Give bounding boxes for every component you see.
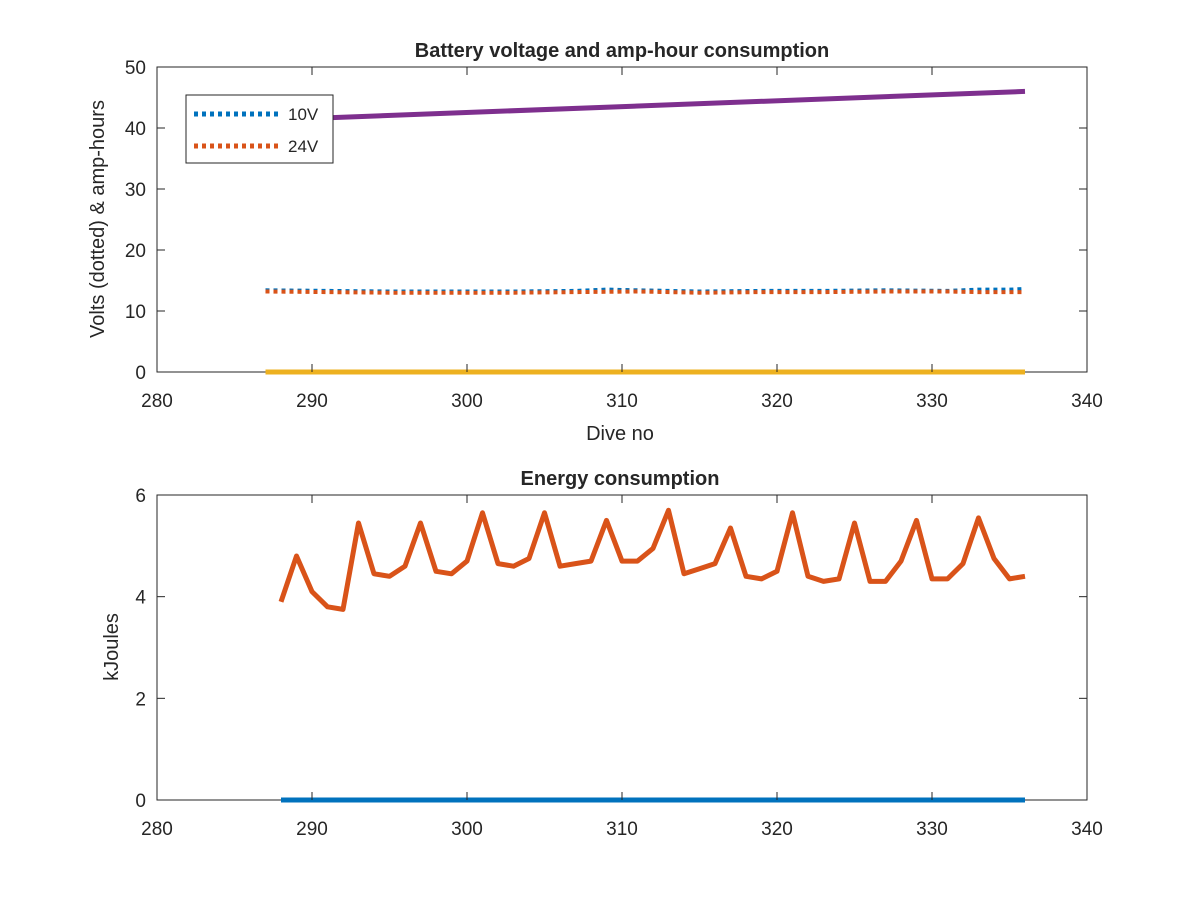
y-tick-label: 4 [135, 588, 146, 609]
chart-title: Energy consumption [521, 468, 720, 490]
y-tick-label: 2 [135, 689, 146, 710]
legend: 10V 24V [185, 94, 334, 164]
y-tick-label: 40 [125, 119, 146, 140]
energy-consumption-axes: 280 290 300 310 320 330 340 0 2 4 6 Energy consump… [101, 468, 1103, 840]
y-tick-label: 0 [135, 791, 146, 812]
x-tick-label: 340 [1071, 819, 1103, 840]
series-line-24v [265, 289, 1025, 295]
legend-label-24v: 24V [288, 137, 319, 156]
chart-title: Battery voltage and amp-hour consumption [415, 40, 829, 62]
battery-voltage-axes: 280 290 300 310 320 330 340 0 10 20 30 40 50 Battery… [87, 40, 1103, 445]
y-tick-label: 30 [125, 180, 146, 201]
x-tick-label: 300 [451, 391, 483, 412]
x-tick-label: 340 [1071, 391, 1103, 412]
x-tick-label: 280 [141, 391, 173, 412]
x-tick-label: 330 [916, 819, 948, 840]
series-line-series-3 [265, 88, 1026, 123]
y-tick-label: 10 [125, 302, 146, 323]
y-tick-label: 6 [135, 486, 146, 507]
x-tick-label: 330 [916, 391, 948, 412]
legend-box [185, 94, 334, 164]
y-tick-label: 50 [125, 58, 146, 79]
x-tick-label: 300 [451, 819, 483, 840]
series-layer [265, 88, 1026, 375]
x-tick-label: 290 [296, 819, 328, 840]
legend-label-10v: 10V [288, 105, 319, 124]
x-axis-label: Dive no [586, 423, 654, 445]
x-tick-label: 310 [606, 391, 638, 412]
series-layer [278, 507, 1026, 803]
y-axis-label: Volts (dotted) & amp-hours [87, 100, 109, 338]
x-tick-label: 320 [761, 819, 793, 840]
tick-layer: 280 290 300 310 320 330 340 0 2 4 6 [135, 486, 1102, 840]
plot-box [156, 494, 1088, 801]
x-tick-label: 320 [761, 391, 793, 412]
tick-layer: 280 290 300 310 320 330 340 0 10 20 30 40 50 [125, 58, 1103, 412]
y-axis-label: kJoules [101, 613, 123, 681]
x-tick-label: 290 [296, 391, 328, 412]
y-tick-label: 20 [125, 241, 146, 262]
x-tick-label: 280 [141, 819, 173, 840]
x-tick-label: 310 [606, 819, 638, 840]
series-line-series-1 [278, 507, 1026, 612]
y-tick-label: 0 [135, 363, 146, 384]
